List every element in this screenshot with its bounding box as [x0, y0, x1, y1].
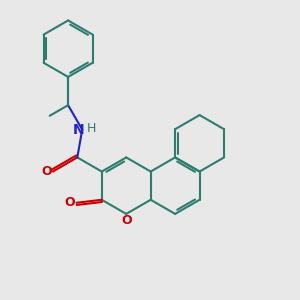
Text: O: O [121, 214, 131, 227]
Text: N: N [73, 123, 84, 136]
Text: O: O [41, 165, 52, 178]
Text: H: H [87, 122, 96, 135]
Text: O: O [65, 196, 75, 209]
